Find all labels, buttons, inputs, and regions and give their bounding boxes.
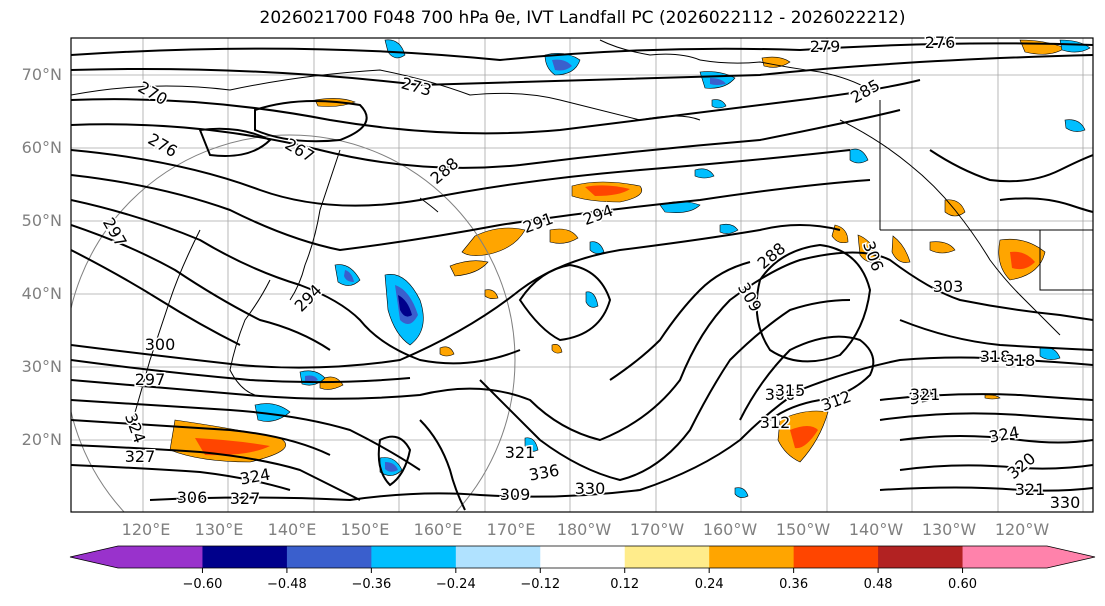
lon-tick-label: 170°E	[486, 520, 536, 539]
lat-tick-label: 70°N	[21, 65, 62, 84]
colorbar-segment	[118, 546, 203, 568]
colorbar-segment	[793, 546, 879, 568]
colorbar-extend-high	[1047, 546, 1095, 568]
lon-tick-label: 160°E	[413, 520, 463, 539]
contour-label: 297	[135, 370, 166, 389]
lat-tick-label: 30°N	[21, 357, 62, 376]
map-frame	[70, 37, 1094, 513]
contour-label: 306	[177, 488, 208, 507]
contour-label: 318	[980, 347, 1011, 366]
projection-circle	[71, 134, 516, 512]
colorbar-segment	[455, 546, 541, 568]
lon-tick-label: 140°W	[848, 520, 904, 539]
lat-tick-label: 50°N	[21, 211, 62, 230]
lon-tick-label: 120°E	[121, 520, 171, 539]
colorbar-tick-label: −0.48	[266, 577, 307, 592]
colorbar-segment	[624, 546, 710, 568]
lat-tick-label: 20°N	[21, 430, 62, 449]
colorbar-tick-label: −0.60	[182, 577, 223, 592]
colorbar-tick-label: 0.12	[610, 577, 640, 592]
lat-tick-label: 40°N	[21, 284, 62, 303]
colorbar-segment	[371, 546, 457, 568]
contour-label: 330	[1050, 493, 1081, 512]
colorbar-segment	[540, 546, 626, 568]
lon-tick-label: 120°W	[994, 520, 1050, 539]
contour-label: 315	[775, 381, 806, 400]
lon-tick-label: 160°W	[702, 520, 758, 539]
lon-tick-label: 150°W	[775, 520, 831, 539]
lat-tick-label: 60°N	[21, 138, 62, 157]
contour-label: 276	[925, 33, 956, 52]
colorbar-extend-low	[70, 546, 118, 568]
colorbar-segment	[709, 546, 795, 568]
lon-tick-label: 170°W	[629, 520, 685, 539]
coastlines	[71, 39, 1093, 431]
colorbar	[69, 545, 1096, 573]
contour-label: 324	[238, 465, 271, 489]
contour-label: 312	[760, 413, 791, 432]
lon-tick-label: 150°E	[340, 520, 390, 539]
contour-label: 327	[125, 447, 156, 466]
contour-label: 330	[575, 479, 606, 498]
lon-tick-label: 130°E	[194, 520, 244, 539]
contour-label: 303	[933, 277, 964, 296]
colorbar-tick-label: −0.12	[520, 577, 561, 592]
colorbar-tick-label: 0.48	[863, 577, 893, 592]
contour-label: 306	[765, 385, 796, 404]
colorbar-segment	[962, 546, 1048, 568]
colorbar-outline	[69, 545, 1096, 569]
lon-tick-label: 140°E	[267, 520, 317, 539]
colorbar-segment	[286, 546, 372, 568]
map-title: 2026021700 F048 700 hPa θe, IVT Landfall…	[259, 8, 906, 28]
contour-label: 309	[500, 485, 531, 504]
contour-label: 321	[1015, 480, 1046, 499]
contour-label: 318	[1005, 351, 1036, 370]
theta-e-contours	[71, 42, 1093, 511]
colorbar-tick-label: 0.60	[948, 577, 977, 592]
lon-tick-label: 130°W	[921, 520, 977, 539]
contour-label: 300	[145, 335, 176, 354]
lon-tick-label: 180°W	[556, 520, 612, 539]
contour-label: 279	[810, 37, 841, 56]
colorbar-tick-label: 0.24	[694, 577, 724, 592]
colorbar-segment	[878, 546, 964, 568]
contour-label: 321	[910, 385, 941, 404]
colorbar-tick-label: −0.24	[435, 577, 476, 592]
contour-label: 321	[505, 443, 536, 462]
colorbar-tick-label: 0.36	[779, 577, 809, 592]
contour-label: 327	[230, 489, 261, 508]
colorbar-segment	[202, 546, 288, 568]
colorbar-tick-label: −0.36	[351, 577, 392, 592]
